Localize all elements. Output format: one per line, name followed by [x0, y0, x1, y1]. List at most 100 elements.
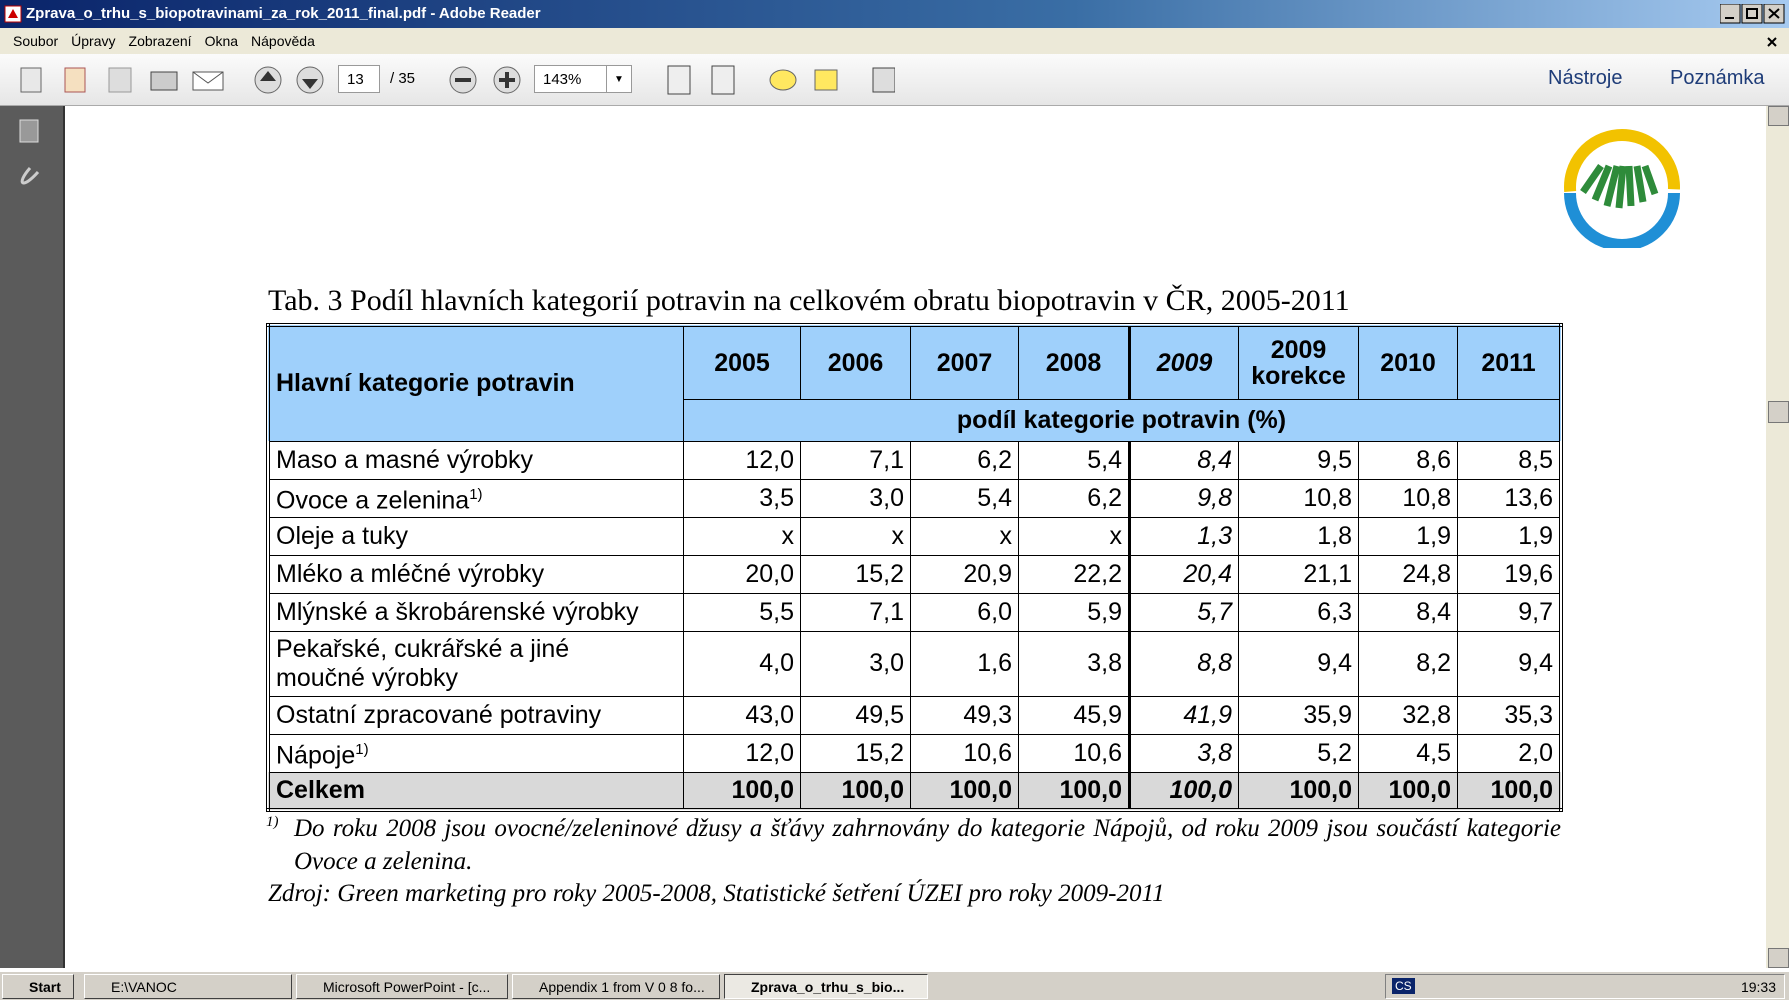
- menu-item[interactable]: Nápověda: [251, 33, 315, 49]
- menu-item[interactable]: Úpravy: [71, 33, 116, 49]
- year-header: 2007: [910, 324, 1019, 400]
- value-cell: 100,0: [1457, 771, 1562, 811]
- data-row: Pekařské, cukrářské a jiné moučné výrobky…: [267, 630, 1562, 697]
- value-cell: 100,0: [1128, 771, 1239, 811]
- navigation-panel: [0, 106, 65, 968]
- close-doc[interactable]: [1766, 36, 1778, 48]
- value-cell: 13,6: [1457, 478, 1562, 518]
- zoom-input[interactable]: 143% ▼: [534, 65, 632, 93]
- year-header: 2011: [1457, 324, 1562, 400]
- value-cell: 10,8: [1238, 478, 1359, 518]
- page-input[interactable]: 13: [338, 65, 380, 93]
- value-cell: 35,9: [1238, 695, 1359, 735]
- language[interactable]: CS: [1392, 978, 1415, 994]
- header-row: Hlavní kategorie potravin 2005 2006 2007 200…: [267, 324, 1562, 442]
- label-text: Ovoce a zelenina: [276, 486, 470, 515]
- value-cell: 100,0: [1238, 771, 1359, 811]
- value-cell: 9,4: [1457, 630, 1562, 697]
- panel-icons[interactable]: [0, 106, 60, 206]
- comment-button[interactable]: Poznámka: [1670, 67, 1765, 89]
- value-cell: 20,0: [683, 554, 801, 594]
- zoom-value: 143%: [543, 71, 582, 88]
- year-header: 2005: [683, 324, 801, 400]
- value-cell: 1,8: [1238, 516, 1359, 556]
- value-cell: 41,9: [1128, 695, 1239, 735]
- value-cell: 6,2: [910, 440, 1019, 480]
- zoom-dropdown[interactable]: ▼: [606, 66, 631, 92]
- toolbar-icons[interactable]: [15, 62, 895, 98]
- year-header: 2006: [800, 324, 911, 400]
- year-header: 2010: [1358, 324, 1458, 400]
- source-note: Zdroj: Green marketing pro roky 2005-200…: [268, 880, 1165, 907]
- task-button[interactable]: Appendix 1 from V 0 8 fo...: [512, 974, 720, 999]
- unit-row: podíl kategorie potravin (%): [268, 398, 1562, 442]
- value-cell: 8,6: [1358, 440, 1458, 480]
- menu-item[interactable]: Zobrazení: [128, 33, 192, 49]
- value-cell: 43,0: [683, 695, 801, 735]
- row-label: Mlýnské a škrobárenské výrobky: [267, 592, 684, 632]
- value-cell: 21,1: [1238, 554, 1359, 594]
- row-label: Celkem: [267, 771, 684, 811]
- value-cell: 12,0: [683, 440, 801, 480]
- value-cell: 49,3: [910, 695, 1019, 735]
- footnote-marker: 1): [266, 814, 279, 830]
- label-text: Oleje a tuky: [276, 521, 409, 550]
- footnote-text: Do roku 2008 jsou ovocné/zeleninové džus…: [294, 815, 1561, 875]
- year-header: 2009: [1128, 324, 1239, 400]
- scroll-up[interactable]: [1768, 106, 1789, 126]
- value-cell: 3,5: [683, 478, 801, 518]
- window-controls[interactable]: [1720, 4, 1786, 24]
- task-button[interactable]: E:\VANOC: [84, 974, 292, 999]
- value-cell: 7,1: [800, 440, 911, 480]
- value-cell: 3,8: [1018, 630, 1130, 697]
- data-row: Oleje a tuky x x x x 1,3 1,8 1,9 1,9: [267, 516, 1562, 556]
- scrollbar[interactable]: [1766, 106, 1789, 968]
- label-line: moučné výrobky: [276, 663, 459, 692]
- taskbar: Start CS 19:33 E:\VANOC Microsoft PowerPo…: [0, 970, 1789, 1000]
- window-title: Zprava_o_trhu_s_biopotravinami_za_rok_20…: [26, 5, 541, 22]
- value-cell: x: [1018, 516, 1130, 556]
- row-label: Ostatní zpracované potraviny: [267, 695, 684, 735]
- scroll-thumb[interactable]: [1768, 401, 1789, 423]
- value-cell: 8,5: [1457, 440, 1562, 480]
- toolbar: 13 / 35 143% ▼ Nástroje Poznámka: [0, 54, 1789, 106]
- value-cell: 8,2: [1358, 630, 1458, 697]
- tools-button[interactable]: Nástroje: [1548, 67, 1623, 89]
- year-header: 2009 korekce: [1238, 324, 1359, 400]
- total-row: Celkem 100,0 100,0 100,0 100,0 100,0 100,0 100,…: [267, 771, 1562, 811]
- menu-item[interactable]: Okna: [204, 33, 239, 49]
- page-count: / 35: [390, 70, 416, 87]
- value-cell: 15,2: [800, 733, 911, 773]
- value-cell: 20,4: [1128, 554, 1239, 594]
- task-button[interactable]: Microsoft PowerPoint - [c...: [296, 974, 508, 999]
- value-cell: 8,4: [1128, 440, 1239, 480]
- data-row: Mléko a mléčné výrobky 20,0 15,2 20,9 22,2 20…: [267, 554, 1562, 594]
- value-cell: 3,8: [1128, 733, 1239, 773]
- value-cell: 5,2: [1238, 733, 1359, 773]
- scroll-down[interactable]: [1768, 948, 1789, 968]
- value-cell: 9,5: [1238, 440, 1359, 480]
- tray: CS 19:33: [1385, 974, 1785, 999]
- label-text: Nápoje: [276, 741, 356, 770]
- task-button[interactable]: Zprava_o_trhu_s_bio...: [724, 974, 928, 999]
- value-cell: 1,9: [1358, 516, 1458, 556]
- label-text: Mléko a mléčné výrobky: [276, 559, 545, 588]
- note-marker: 1): [469, 486, 483, 504]
- menu-item[interactable]: Soubor: [13, 33, 59, 49]
- value-cell: 8,4: [1358, 592, 1458, 632]
- value-cell: 2,0: [1457, 733, 1562, 773]
- value-cell: 5,7: [1128, 592, 1239, 632]
- value-cell: x: [910, 516, 1019, 556]
- value-cell: 100,0: [1018, 771, 1130, 811]
- data-row: Ovoce a zelenina1) 3,5 3,0 5,4 6,2 9,8 10,8 10,…: [267, 478, 1562, 518]
- start-button[interactable]: Start: [2, 974, 74, 999]
- value-cell: 7,1: [800, 592, 911, 632]
- label-text: Mlýnské a škrobárenské výrobky: [276, 597, 639, 626]
- logo: [1564, 129, 1680, 248]
- year-header: 2008: [1018, 324, 1130, 400]
- value-cell: 6,0: [910, 592, 1019, 632]
- data-row: Maso a masné výrobky 12,0 7,1 6,2 5,4 8,4 9,5 8…: [267, 440, 1562, 480]
- row-label: Ovoce a zelenina1): [267, 478, 684, 518]
- value-cell: 9,4: [1238, 630, 1359, 697]
